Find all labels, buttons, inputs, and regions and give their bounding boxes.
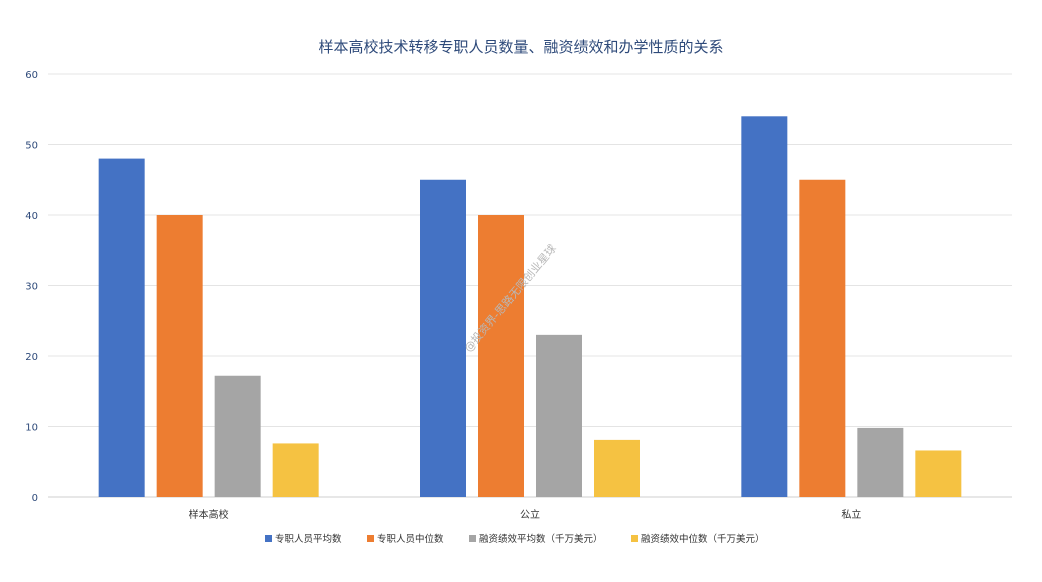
x-tick-label: 公立 [520, 508, 540, 521]
bar [799, 179, 846, 497]
legend-swatch [469, 535, 476, 542]
y-tick-label: 50 [25, 141, 38, 152]
legend-label: 融资绩效中位数（千万美元） [641, 533, 765, 545]
bar [98, 158, 145, 497]
y-tick-label: 10 [25, 423, 38, 434]
bar [214, 375, 261, 497]
y-tick-label: 30 [25, 282, 38, 293]
bar [156, 215, 203, 497]
legend-swatch [631, 535, 638, 542]
bar [741, 116, 788, 498]
bar [478, 215, 524, 497]
y-tick-label: 0 [32, 493, 38, 504]
bar [536, 334, 582, 497]
legend-label: 专职人员平均数 [275, 533, 342, 545]
bar [420, 179, 466, 497]
chart-title: 样本高校技术转移专职人员数量、融资绩效和办学性质的关系 [318, 38, 724, 56]
x-tick-label: 样本高校 [189, 508, 229, 521]
legend-label: 融资绩效平均数（千万美元） [479, 533, 603, 545]
y-tick-label: 60 [25, 70, 38, 81]
bar [272, 443, 319, 497]
bar [915, 450, 962, 497]
bar [857, 427, 904, 497]
legend-swatch [265, 535, 272, 542]
legend-label: 专职人员中位数 [377, 533, 444, 545]
bar [594, 439, 640, 497]
legend-swatch [367, 535, 374, 542]
y-tick-label: 20 [25, 352, 38, 363]
y-tick-label: 40 [25, 211, 38, 222]
x-tick-label: 私立 [841, 508, 861, 521]
